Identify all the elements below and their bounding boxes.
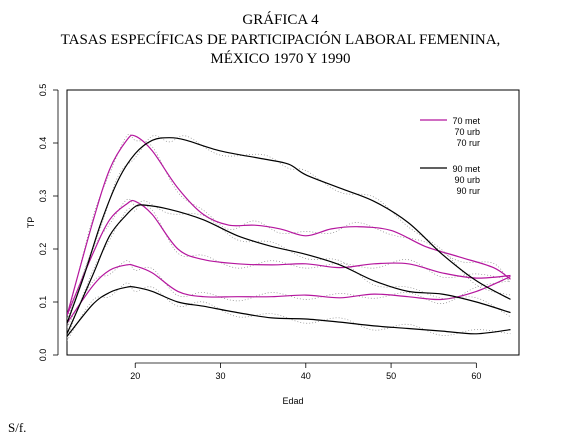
series-raw-90-rur	[67, 282, 511, 341]
series-line-90-rur	[67, 286, 511, 337]
chart-title-line-2: TASAS ESPECÍFICAS DE PARTICIPACIÓN LABOR…	[60, 32, 501, 48]
x-tick-label: 50	[386, 371, 396, 381]
legend-label: 90 rur	[456, 186, 480, 196]
x-tick-label: 20	[130, 371, 140, 381]
series-line-90-urb	[67, 204, 511, 335]
series-line-90-met	[67, 137, 511, 324]
source-note: S/f.	[8, 420, 27, 435]
x-tick-label: 60	[471, 371, 481, 381]
series-line-70-urb	[67, 199, 511, 316]
legend-label: 70 urb	[454, 127, 480, 137]
plot-frame	[66, 89, 520, 356]
legend-label: 90 urb	[454, 175, 480, 185]
y-tick-label: 0.0	[38, 349, 48, 362]
series-raw-90-met	[67, 135, 511, 328]
series-raw-90-urb	[67, 200, 511, 339]
chart-title-line-3: MÉXICO 1970 Y 1990	[210, 51, 351, 67]
x-axis-label: Edad	[282, 396, 303, 406]
y-tick-label: 0.1	[38, 296, 48, 309]
y-tick-label: 0.3	[38, 190, 48, 203]
y-axis-label: TP	[26, 217, 36, 229]
series-raw-70-urb	[67, 198, 511, 320]
series-raw-70-met	[67, 133, 511, 320]
legend-label: 90 met	[452, 164, 480, 174]
chart-title-line-1: GRÁFICA 4	[242, 12, 319, 28]
legend-label: 70 rur	[456, 138, 480, 148]
y-tick-label: 0.5	[38, 84, 48, 97]
series-line-70-met	[67, 134, 511, 316]
x-tick-label: 40	[301, 371, 311, 381]
x-tick-label: 30	[216, 371, 226, 381]
y-tick-label: 0.4	[38, 137, 48, 150]
series-line-70-rur	[67, 263, 511, 324]
y-tick-label: 0.2	[38, 243, 48, 256]
legend-label: 70 met	[452, 116, 480, 126]
